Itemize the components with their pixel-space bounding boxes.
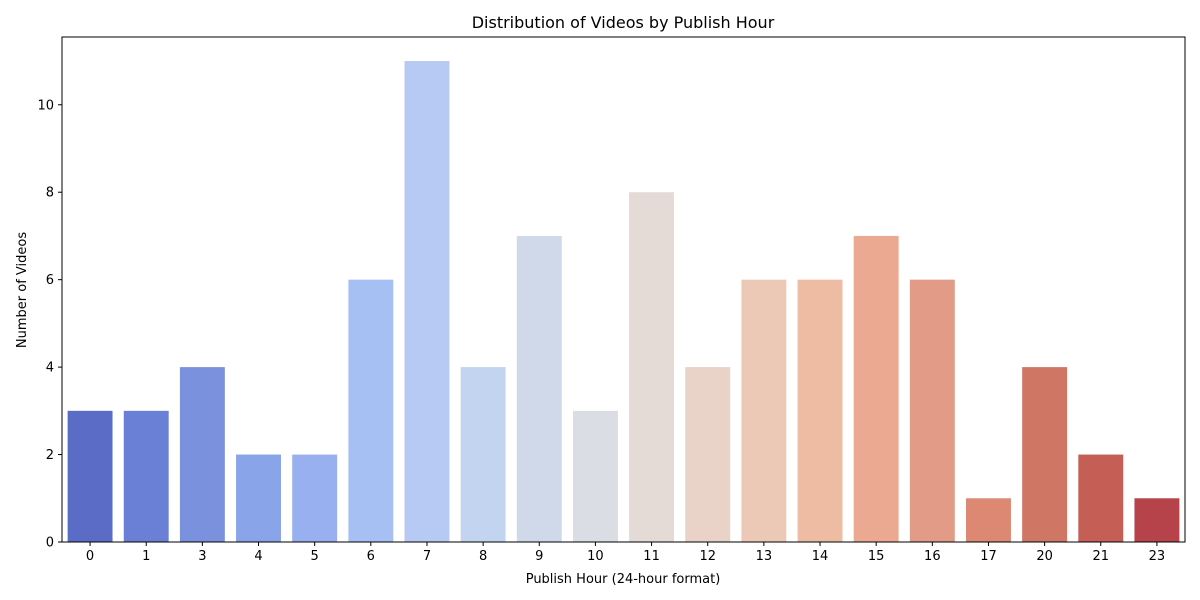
x-tick-label: 3 bbox=[198, 549, 206, 564]
bar-hour-23 bbox=[1134, 498, 1180, 542]
y-tick-label: 0 bbox=[46, 536, 54, 551]
bar-hour-13 bbox=[741, 279, 787, 542]
x-tick-label: 20 bbox=[1036, 549, 1053, 564]
x-tick-label: 4 bbox=[254, 549, 262, 564]
x-tick-label: 11 bbox=[643, 549, 660, 564]
y-tick-label: 2 bbox=[46, 448, 54, 463]
x-tick-label: 0 bbox=[86, 549, 94, 564]
y-tick-label: 6 bbox=[46, 273, 54, 288]
bars-group bbox=[67, 61, 1180, 543]
y-tick-label: 8 bbox=[46, 186, 54, 201]
y-axis-label: Number of Videos bbox=[15, 232, 30, 348]
bar-hour-6 bbox=[348, 279, 394, 542]
bar-hour-9 bbox=[516, 235, 562, 542]
x-tick-label: 12 bbox=[699, 549, 716, 564]
bar-hour-11 bbox=[629, 192, 675, 543]
x-tick-label: 8 bbox=[479, 549, 487, 564]
bar-hour-17 bbox=[966, 498, 1011, 542]
x-tick-label: 1 bbox=[142, 549, 150, 564]
x-tick-label: 7 bbox=[423, 549, 431, 564]
bar-hour-16 bbox=[909, 279, 955, 542]
bar-hour-5 bbox=[292, 454, 338, 542]
bar-hour-21 bbox=[1078, 454, 1124, 542]
bar-hour-8 bbox=[460, 367, 506, 542]
bar-hour-15 bbox=[853, 235, 899, 542]
bar-hour-7 bbox=[404, 61, 450, 543]
y-tick-label: 4 bbox=[46, 361, 54, 376]
bar-hour-3 bbox=[179, 367, 225, 542]
x-tick-label: 9 bbox=[535, 549, 543, 564]
x-tick-label: 15 bbox=[868, 549, 885, 564]
bar-hour-10 bbox=[572, 410, 618, 542]
y-axis-ticks: 0 2 4 6 8 10 bbox=[37, 98, 62, 551]
bar-hour-20 bbox=[1022, 367, 1068, 542]
y-tick-label: 10 bbox=[37, 98, 54, 113]
bar-hour-14 bbox=[797, 279, 843, 542]
x-tick-label: 23 bbox=[1149, 549, 1166, 564]
x-tick-label: 13 bbox=[756, 549, 773, 564]
plot-frame bbox=[61, 36, 1186, 543]
bar-hour-4 bbox=[236, 454, 281, 542]
x-tick-label: 5 bbox=[311, 549, 319, 564]
x-tick-label: 6 bbox=[367, 549, 375, 564]
x-tick-label: 10 bbox=[587, 549, 604, 564]
bar-hour-12 bbox=[685, 367, 731, 542]
bar-hour-1 bbox=[123, 410, 169, 542]
x-tick-label: 14 bbox=[812, 549, 829, 564]
x-axis-label: Publish Hour (24-hour format) bbox=[526, 572, 721, 587]
x-tick-label: 16 bbox=[924, 549, 941, 564]
bar-hour-0 bbox=[67, 410, 113, 542]
x-axis-ticks: 0 1 3 4 5 6 7 8 9 10 11 12 13 14 15 16 17 20 21 23 bbox=[86, 542, 1165, 564]
x-tick-label: 21 bbox=[1093, 549, 1110, 564]
x-tick-label: 17 bbox=[980, 549, 997, 564]
chart-title: Distribution of Videos by Publish Hour bbox=[472, 13, 775, 32]
